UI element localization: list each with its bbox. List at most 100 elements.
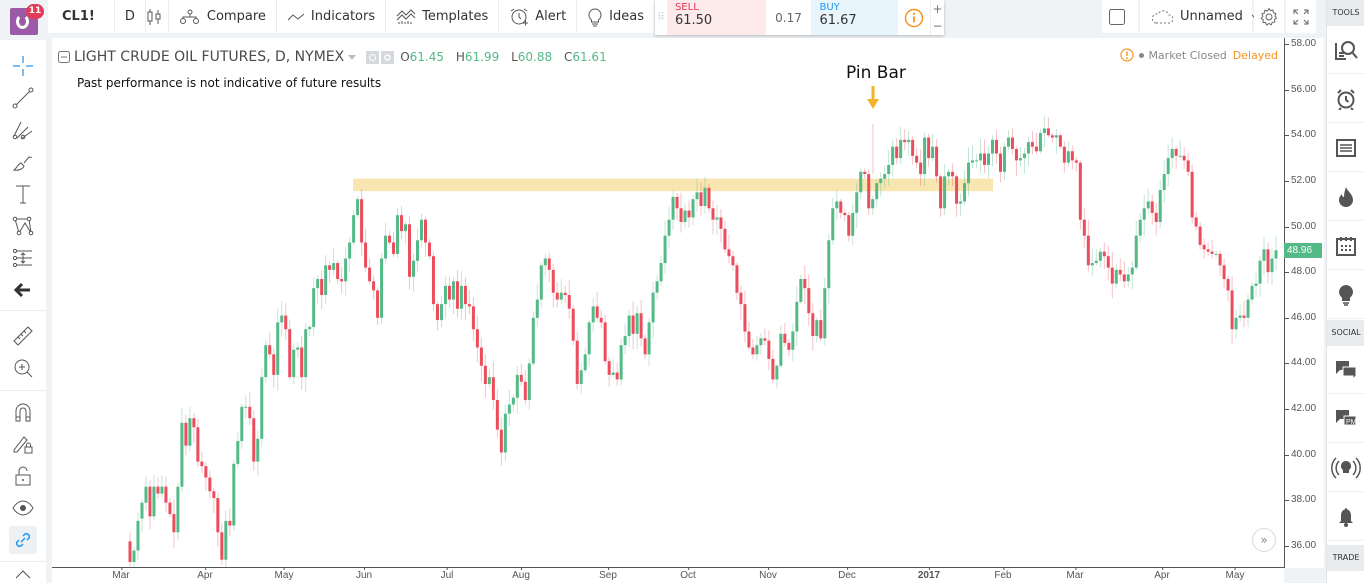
candle xyxy=(575,331,579,390)
candle xyxy=(1014,146,1018,177)
collapse-toolbar-button[interactable] xyxy=(9,566,37,582)
calendar-button[interactable] xyxy=(1327,222,1364,270)
hide-drawings-button[interactable] xyxy=(9,494,37,522)
time-tick: May xyxy=(274,567,294,581)
candle xyxy=(280,300,284,337)
candle xyxy=(380,253,384,325)
warning-icon[interactable] xyxy=(1120,48,1135,62)
chart-style-button[interactable] xyxy=(146,0,169,33)
candle xyxy=(803,265,807,305)
trade-info-button[interactable] xyxy=(898,0,930,35)
candle xyxy=(979,138,983,173)
watchlist-search-icon xyxy=(1335,40,1358,60)
series-title[interactable]: LIGHT CRUDE OIL FUTURES, D, NYMEX xyxy=(74,49,345,65)
gann-fib-tool[interactable] xyxy=(9,116,37,144)
visibility-icon[interactable] xyxy=(366,50,380,64)
chart-pane[interactable] xyxy=(52,38,1284,583)
candle xyxy=(216,492,220,547)
magnet-mode-button[interactable] xyxy=(9,398,37,426)
measure-tool[interactable] xyxy=(9,322,37,350)
chat-button[interactable] xyxy=(1327,346,1364,394)
streams-button[interactable] xyxy=(1327,444,1364,492)
prediction-tool[interactable] xyxy=(9,244,37,272)
time-axis[interactable]: Mar Apr May Jun Jul Aug Sep Oct Nov Dec 2017 Feb Mar… xyxy=(52,567,1284,583)
resistance-zone[interactable] xyxy=(353,178,993,192)
candle xyxy=(507,390,511,426)
templates-button[interactable]: Templates xyxy=(386,0,500,33)
caret-down-icon[interactable] xyxy=(348,54,357,60)
sell-button[interactable]: SELL 61.50 xyxy=(666,0,766,35)
lock-drawings-button[interactable] xyxy=(9,430,37,458)
layout-name-button[interactable]: Unnamed xyxy=(1140,0,1271,33)
notifications-button[interactable] xyxy=(1327,493,1364,541)
arrow-down-icon[interactable] xyxy=(867,86,879,110)
watchlist-button[interactable] xyxy=(1327,26,1364,74)
hotlists-button[interactable] xyxy=(1327,173,1364,221)
toolbar-group-layout: Unnamed xyxy=(1140,0,1261,33)
candle xyxy=(747,321,751,351)
sync-drawings-button[interactable] xyxy=(9,526,37,554)
candle xyxy=(531,311,535,367)
candle xyxy=(983,139,987,173)
candlestick-chart[interactable] xyxy=(52,38,1284,567)
pattern-tool[interactable] xyxy=(9,212,37,240)
remove-drawings-button[interactable] xyxy=(9,276,37,304)
candle xyxy=(471,297,475,342)
last-price-label: 48.96 xyxy=(1284,243,1322,259)
increase-button[interactable]: + xyxy=(932,1,943,16)
candle xyxy=(687,200,691,228)
data-window-button[interactable] xyxy=(1327,124,1364,172)
collapse-legend-icon[interactable] xyxy=(58,51,70,63)
fullscreen-icon[interactable] xyxy=(1293,9,1309,25)
gear-icon[interactable] xyxy=(1259,7,1279,27)
candle xyxy=(967,147,971,197)
candle xyxy=(839,198,843,219)
candle xyxy=(192,413,196,444)
candle xyxy=(767,330,771,371)
time-tick: Dec xyxy=(838,567,856,581)
candle xyxy=(863,168,867,179)
scroll-to-realtime-button[interactable]: » xyxy=(1252,528,1276,552)
brush-tool[interactable] xyxy=(9,148,37,176)
app-logo[interactable]: 11 xyxy=(10,4,44,35)
candle xyxy=(1158,180,1162,229)
candle xyxy=(1026,136,1030,166)
candle xyxy=(994,129,998,164)
trend-line-tool[interactable] xyxy=(9,84,37,112)
text-tool[interactable] xyxy=(9,180,37,208)
broadcast-icon xyxy=(1331,456,1361,479)
ideas-button[interactable]: Ideas xyxy=(577,0,654,33)
candle xyxy=(316,275,320,304)
candle xyxy=(200,451,204,473)
candle xyxy=(459,271,463,321)
candle xyxy=(392,231,396,258)
price-tick: 36.00 xyxy=(1285,540,1316,551)
xabcd-pattern-icon xyxy=(12,216,34,236)
top-toolbar: 11 CL1! D Compare Indicators Templates A… xyxy=(0,0,1364,36)
interval-button[interactable]: D xyxy=(115,0,146,33)
price-axis[interactable]: 58.00 56.00 54.00 52.00 50.00 48.00 46.00 44.00… xyxy=(1284,38,1324,568)
candle xyxy=(499,417,503,466)
drag-handle-icon[interactable]: ⠿ xyxy=(657,12,665,23)
settings-icon[interactable] xyxy=(381,50,395,64)
buy-button[interactable]: BUY 61.67 xyxy=(811,0,899,35)
indicators-button[interactable]: Indicators xyxy=(277,0,387,33)
select-layout-checkbox[interactable] xyxy=(1099,0,1141,33)
zoom-in-tool[interactable] xyxy=(9,354,37,382)
private-message-icon: PM xyxy=(1336,409,1357,426)
ideas-stream-button[interactable] xyxy=(1327,271,1364,319)
candle xyxy=(1154,202,1158,236)
candle xyxy=(276,308,280,391)
pin-bar-annotation[interactable]: Pin Bar xyxy=(846,63,906,83)
candle xyxy=(843,208,847,222)
alert-button[interactable]: Alert xyxy=(499,0,578,33)
lock-all-button[interactable] xyxy=(9,462,37,490)
candle xyxy=(823,277,827,346)
private-chat-button[interactable]: PM xyxy=(1327,395,1364,443)
symbol-search-button[interactable]: CL1! xyxy=(48,0,115,33)
compare-button[interactable]: Compare xyxy=(169,0,277,33)
alerts-button[interactable] xyxy=(1327,75,1364,123)
ideas-label: Ideas xyxy=(609,9,644,24)
crosshair-tool[interactable] xyxy=(9,52,37,80)
decrease-button[interactable]: − xyxy=(932,19,943,34)
